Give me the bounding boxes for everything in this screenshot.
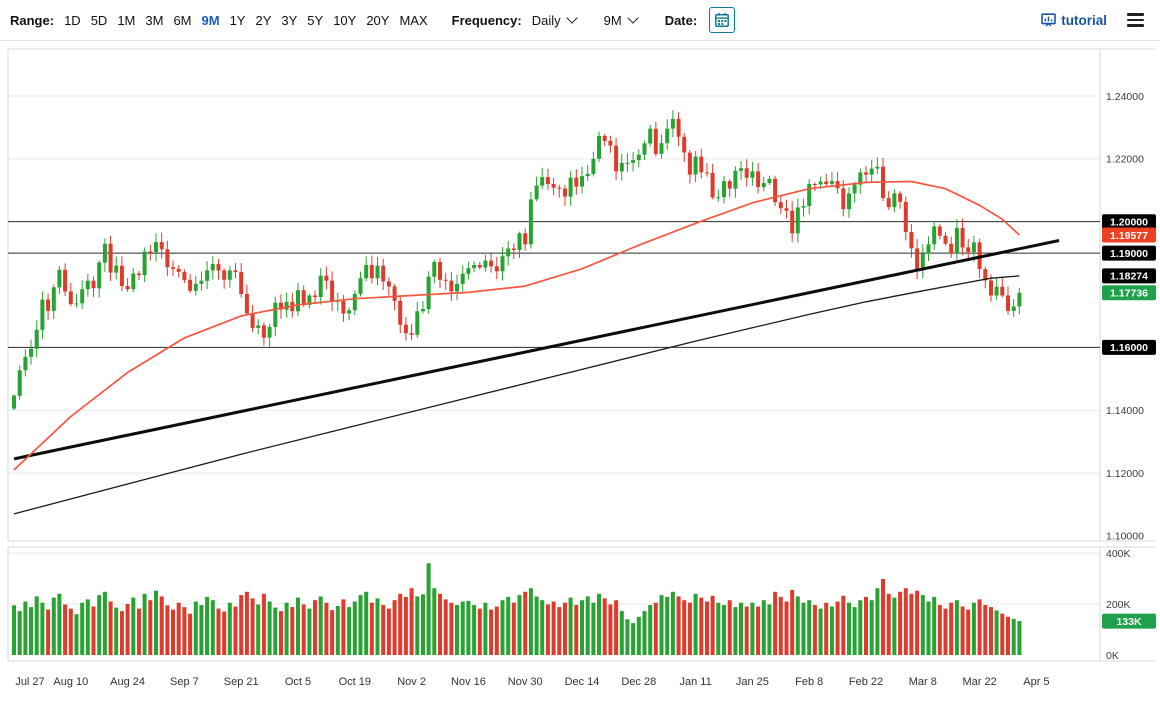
svg-text:Mar 22: Mar 22	[962, 676, 996, 688]
svg-text:Oct 5: Oct 5	[285, 676, 311, 688]
x-axis-labels: Jul 27 Aug 10 Aug 24 Sep 7 Sep 21 Oct 5 Oct 19…	[15, 676, 1049, 688]
svg-text:0K: 0K	[1106, 650, 1119, 662]
svg-text:Aug 10: Aug 10	[53, 676, 88, 688]
svg-text:1.19577: 1.19577	[1110, 230, 1148, 242]
svg-text:Jul 27: Jul 27	[15, 676, 44, 688]
tutorial-label: tutorial	[1061, 12, 1107, 28]
svg-text:1.16000: 1.16000	[1110, 342, 1148, 354]
svg-text:Mar 8: Mar 8	[909, 676, 937, 688]
presentation-board-icon	[1041, 13, 1057, 27]
fast-ma-line	[13, 180, 1020, 471]
range-10y[interactable]: 10Y	[333, 12, 357, 28]
volume-axis: 400K 200K 0K 133K	[1102, 548, 1156, 662]
svg-text:1.19000: 1.19000	[1110, 248, 1148, 260]
chart-toolbar: Range: 1D 5D 1M 3M 6M 9M 1Y 2Y 3Y 5Y 10Y 20Y MAX Fre…	[0, 0, 1160, 41]
svg-text:Feb 22: Feb 22	[849, 676, 883, 688]
svg-text:Nov 16: Nov 16	[451, 676, 486, 688]
svg-text:400K: 400K	[1106, 548, 1131, 560]
price-chart[interactable]: 1.24000 1.22000 1.14000 1.12000 1.10000 1.200…	[0, 41, 1160, 703]
svg-text:Apr 5: Apr 5	[1023, 676, 1049, 688]
svg-text:Feb 8: Feb 8	[795, 676, 823, 688]
svg-text:1.14000: 1.14000	[1106, 405, 1144, 417]
price-axis: 1.24000 1.22000 1.14000 1.12000 1.10000	[1106, 91, 1144, 543]
range-max[interactable]: MAX	[399, 12, 428, 28]
svg-text:1.22000: 1.22000	[1106, 154, 1144, 166]
svg-text:200K: 200K	[1106, 599, 1131, 611]
menu-button[interactable]	[1123, 9, 1148, 31]
svg-text:1.20000: 1.20000	[1110, 217, 1148, 229]
range-1m[interactable]: 1M	[117, 12, 136, 28]
svg-text:1.24000: 1.24000	[1106, 91, 1144, 103]
svg-text:1.12000: 1.12000	[1106, 468, 1144, 480]
svg-text:133K: 133K	[1116, 616, 1142, 628]
volume-bars	[12, 563, 1022, 656]
range-1d[interactable]: 1D	[64, 12, 81, 28]
svg-text:Sep 21: Sep 21	[224, 676, 259, 688]
date-picker-button[interactable]	[709, 7, 736, 33]
range-20y[interactable]: 20Y	[366, 12, 390, 28]
range-1y[interactable]: 1Y	[229, 12, 246, 28]
calendar-icon	[715, 13, 730, 27]
range-label: Range:	[10, 12, 55, 28]
svg-text:Jan 25: Jan 25	[736, 676, 769, 688]
svg-text:Jan 11: Jan 11	[679, 676, 711, 688]
slow-ma-line	[13, 275, 1020, 515]
grid-lines	[8, 95, 1100, 605]
range-9m[interactable]: 9M	[201, 12, 220, 28]
svg-text:Nov 30: Nov 30	[508, 676, 543, 688]
range-selector: 1D 5D 1M 3M 6M 9M 1Y 2Y 3Y 5Y 10Y 20Y MAX	[64, 13, 428, 28]
svg-text:1.17736: 1.17736	[1110, 288, 1148, 300]
frequency-value: Daily	[531, 12, 561, 28]
tutorial-link[interactable]: tutorial	[1041, 13, 1107, 28]
frequency-label: Frequency:	[451, 12, 522, 28]
svg-text:Nov 2: Nov 2	[397, 676, 426, 688]
period-value: 9M	[603, 12, 622, 28]
caret-down-icon	[627, 12, 639, 24]
pane-frames	[7, 48, 1155, 662]
caret-down-icon	[565, 12, 578, 24]
hamburger-menu-icon	[1127, 13, 1144, 16]
range-3m[interactable]: 3M	[145, 12, 164, 28]
svg-text:Dec 14: Dec 14	[565, 676, 600, 688]
svg-text:Sep 7: Sep 7	[170, 676, 199, 688]
svg-text:1.18274: 1.18274	[1110, 271, 1148, 283]
svg-text:Dec 28: Dec 28	[621, 676, 656, 688]
candlestick-series	[12, 110, 1022, 411]
svg-text:Oct 19: Oct 19	[339, 676, 371, 688]
trendline	[13, 239, 1060, 461]
svg-text:Aug 24: Aug 24	[110, 676, 145, 688]
range-3y[interactable]: 3Y	[281, 12, 298, 28]
date-label: Date:	[664, 12, 698, 28]
period-select[interactable]: 9M	[603, 12, 639, 28]
range-5d[interactable]: 5D	[90, 12, 108, 28]
frequency-select[interactable]: Daily	[531, 12, 578, 28]
range-2y[interactable]: 2Y	[255, 12, 272, 28]
svg-text:1.10000: 1.10000	[1106, 531, 1144, 543]
range-6m[interactable]: 6M	[173, 12, 192, 28]
chart-area: 1.24000 1.22000 1.14000 1.12000 1.10000 1.200…	[0, 41, 1160, 703]
range-5y[interactable]: 5Y	[307, 12, 324, 28]
